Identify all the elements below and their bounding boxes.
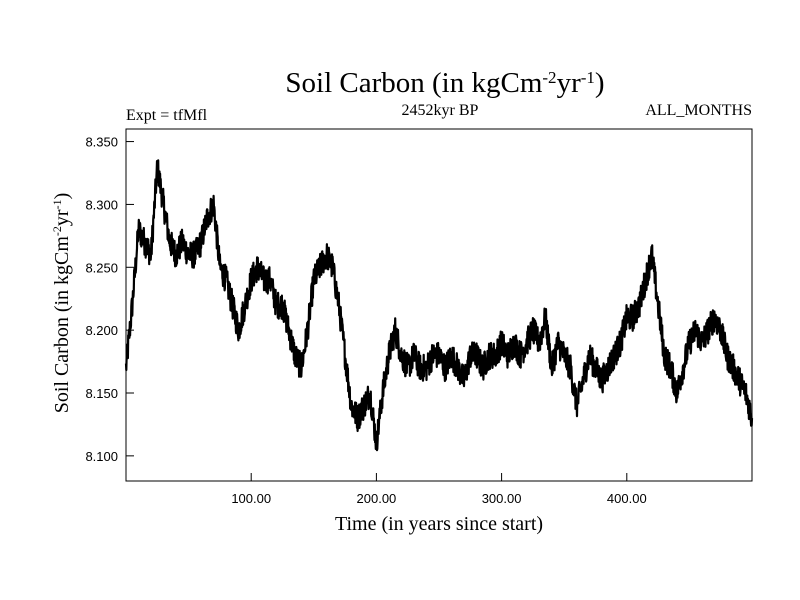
chart-title-sup1: -2 — [542, 68, 556, 87]
y-tick-label: 8.300 — [85, 197, 118, 212]
y-axis-label-end: ) — [51, 193, 73, 200]
plot-frame — [125, 128, 753, 482]
y-axis-label-base: Soil Carbon (in kgCm — [51, 236, 73, 414]
subtitle-period: 2452kyr BP — [402, 102, 479, 119]
x-tick-label: 300.00 — [482, 491, 522, 506]
x-axis-label: Time (in years since start) — [335, 513, 543, 535]
x-axis-ticks: 100.00 200.00 300.00 400.00 — [231, 473, 647, 506]
x-tick-label: 200.00 — [357, 491, 397, 506]
chart-title-end: ) — [595, 67, 605, 99]
y-tick-label: 8.250 — [85, 260, 118, 275]
y-axis-ticks: 8.100 8.150 8.200 8.250 8.300 8.350 — [85, 135, 134, 464]
subtitle-experiment: Expt = tfMfl — [126, 107, 208, 124]
x-tick-label: 100.00 — [231, 491, 271, 506]
chart-title-sup2: -1 — [581, 68, 595, 87]
y-axis-label-mid: yr — [51, 209, 73, 226]
y-tick-label: 8.350 — [85, 135, 118, 150]
y-axis-label: Soil Carbon (in kgCm-2yr-1) — [50, 193, 73, 414]
chart-title: Soil Carbon (in kgCm-2yr-1) — [285, 67, 604, 99]
series-line — [124, 159, 754, 452]
y-tick-label: 8.200 — [85, 323, 118, 338]
chart-title-base: Soil Carbon (in kgCm — [285, 67, 542, 99]
subtitle-months: ALL_MONTHS — [645, 102, 752, 119]
y-axis-label-sup2: -1 — [50, 199, 64, 209]
y-tick-label: 8.100 — [85, 449, 118, 464]
x-tick-label: 400.00 — [607, 491, 647, 506]
y-axis-label-sup1: -2 — [50, 226, 64, 236]
chart-title-mid: yr — [557, 67, 582, 99]
y-tick-label: 8.150 — [85, 386, 118, 401]
